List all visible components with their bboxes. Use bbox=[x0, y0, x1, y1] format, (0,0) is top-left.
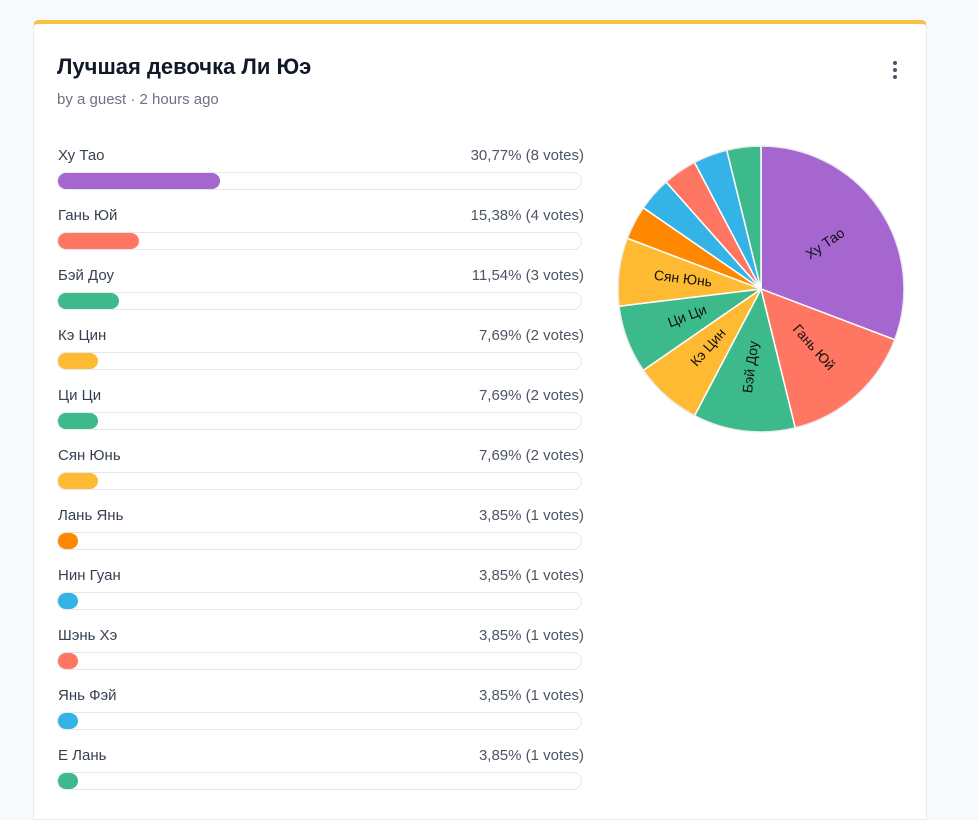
result-percent: 15,38% (4 votes) bbox=[470, 207, 584, 224]
result-percent: 7,69% (2 votes) bbox=[478, 447, 584, 464]
result-label: Бэй Доу bbox=[58, 267, 115, 284]
result-bar-track bbox=[57, 472, 582, 490]
result-bar-track bbox=[57, 292, 582, 310]
result-label: Лань Янь bbox=[58, 507, 124, 524]
result-row: Лань Янь 3,85% (1 votes) bbox=[57, 507, 584, 567]
result-bar-fill bbox=[58, 533, 79, 549]
result-percent: 3,85% (1 votes) bbox=[478, 507, 584, 524]
result-percent: 30,77% (8 votes) bbox=[470, 147, 584, 164]
result-row: Кэ Цин 7,69% (2 votes) bbox=[57, 327, 584, 387]
poll-card: Лучшая девочка Ли Юэ by a guest · 2 hour… bbox=[33, 20, 927, 820]
result-row: Бэй Доу 11,54% (3 votes) bbox=[57, 267, 584, 327]
result-row: Ху Тао 30,77% (8 votes) bbox=[57, 147, 584, 207]
result-bar-fill bbox=[58, 173, 220, 189]
result-bar-track bbox=[57, 412, 582, 430]
result-percent: 7,69% (2 votes) bbox=[478, 387, 584, 404]
result-percent: 3,85% (1 votes) bbox=[478, 687, 584, 704]
more-options-icon[interactable] bbox=[887, 58, 903, 80]
result-label: Гань Юй bbox=[58, 207, 118, 224]
result-label: Ху Тао bbox=[58, 147, 105, 164]
result-bar-fill bbox=[58, 353, 99, 369]
result-bar-fill bbox=[58, 653, 79, 669]
result-label: Сян Юнь bbox=[58, 447, 121, 464]
result-label: Ци Ци bbox=[58, 387, 102, 404]
result-row: Янь Фэй 3,85% (1 votes) bbox=[57, 687, 584, 747]
result-bar-track bbox=[57, 172, 582, 190]
result-bar-track bbox=[57, 772, 582, 790]
result-bar-track bbox=[57, 652, 582, 670]
result-bar-track bbox=[57, 532, 582, 550]
result-label: Шэнь Хэ bbox=[58, 627, 118, 644]
result-bar-track bbox=[57, 592, 582, 610]
result-label: Янь Фэй bbox=[58, 687, 117, 704]
result-percent: 11,54% (3 votes) bbox=[471, 267, 584, 284]
result-row: Гань Юй 15,38% (4 votes) bbox=[57, 207, 584, 267]
result-percent: 3,85% (1 votes) bbox=[478, 627, 584, 644]
result-bar-track bbox=[57, 352, 582, 370]
poll-title: Лучшая девочка Ли Юэ bbox=[57, 54, 312, 79]
result-percent: 7,69% (2 votes) bbox=[478, 327, 584, 344]
results-list: Ху Тао 30,77% (8 votes) Гань Юй 15,38% (4 v… bbox=[57, 147, 584, 807]
result-bar-fill bbox=[58, 773, 79, 789]
result-bar-fill bbox=[58, 413, 99, 429]
result-label: Кэ Цин bbox=[58, 327, 107, 344]
result-bar-fill bbox=[58, 593, 79, 609]
result-label: Е Лань bbox=[58, 747, 107, 764]
poll-meta: by a guest · 2 hours ago bbox=[57, 91, 219, 108]
result-row: Сян Юнь 7,69% (2 votes) bbox=[57, 447, 584, 507]
result-bar-track bbox=[57, 232, 582, 250]
pie-slice-label: Бэй Доу bbox=[739, 340, 761, 394]
pie-outline bbox=[617, 145, 905, 433]
result-percent: 3,85% (1 votes) bbox=[478, 747, 584, 764]
result-bar-fill bbox=[58, 233, 139, 249]
result-bar-fill bbox=[58, 473, 99, 489]
result-bar-track bbox=[57, 712, 582, 730]
result-row: Нин Гуан 3,85% (1 votes) bbox=[57, 567, 584, 627]
result-row: Е Лань 3,85% (1 votes) bbox=[57, 747, 584, 807]
result-row: Ци Ци 7,69% (2 votes) bbox=[57, 387, 584, 447]
result-bar-fill bbox=[58, 293, 119, 309]
result-percent: 3,85% (1 votes) bbox=[478, 567, 584, 584]
result-row: Шэнь Хэ 3,85% (1 votes) bbox=[57, 627, 584, 687]
result-bar-fill bbox=[58, 713, 79, 729]
pie-slice-label: Сян Юнь bbox=[653, 267, 713, 290]
result-label: Нин Гуан bbox=[58, 567, 121, 584]
